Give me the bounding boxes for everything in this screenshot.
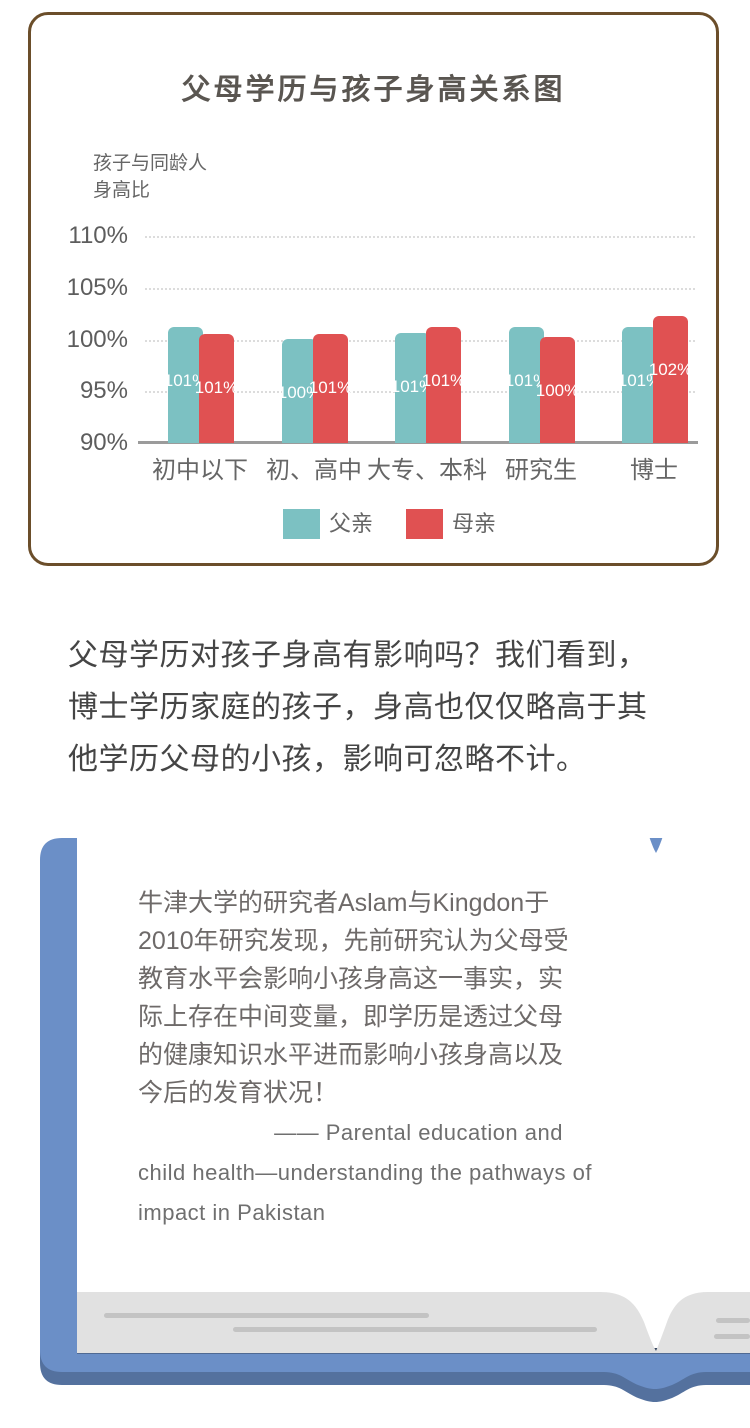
bar-mother-4: 102% xyxy=(649,316,692,443)
page-text-line xyxy=(233,1327,597,1332)
quote-line-6: 今后的发育状况！ xyxy=(138,1079,339,1107)
open-book-illustration xyxy=(40,793,750,1402)
bar-mother-2: 101% xyxy=(422,327,465,443)
legend-label-mother: 母亲 xyxy=(452,511,497,536)
summary-line-3: 他学历父母的小孩，影响可忽略不计。 xyxy=(68,743,587,776)
gridline-110 xyxy=(145,236,695,238)
page-text-line xyxy=(714,1334,750,1339)
quote-line-3: 教育水平会影响小孩身高这一事实，实 xyxy=(138,965,564,993)
bar-value-label: 101% xyxy=(390,377,435,396)
bar-value-label: 100% xyxy=(535,381,580,400)
x-category-label-2: 大专、本科 xyxy=(367,457,487,484)
bar-father-3: 101% xyxy=(505,327,548,443)
quote-line-5: 的健康知识水平进而影响小孩身高以及 xyxy=(138,1041,564,1069)
citation-line-3: impact in Pakistan xyxy=(138,1200,326,1225)
x-category-label-4: 博士 xyxy=(630,457,678,484)
x-category-label-3: 研究生 xyxy=(505,457,577,484)
legend-swatch-mother xyxy=(406,509,444,539)
y-tick-label: 110% xyxy=(68,222,128,249)
summary-line-1: 父母学历对孩子身高有影响吗？我们看到， xyxy=(68,639,648,672)
summary-paragraph: 父母学历对孩子身高有影响吗？我们看到， 博士学历家庭的孩子，身高也仅仅略高于其 … xyxy=(68,630,708,786)
bar-value-label: 102% xyxy=(648,360,693,379)
bar-value-label: 101% xyxy=(617,371,662,390)
y-axis-unit-line-1: 孩子与同龄人 xyxy=(93,153,208,174)
legend-label-father: 父亲 xyxy=(329,511,374,536)
book-quote: 牛津大学的研究者Aslam与Kingdon于 2010年研究发现，先前研究认为父… xyxy=(138,884,618,1112)
page-text-line xyxy=(104,1313,429,1318)
citation-line-2: child health—understanding the pathways … xyxy=(138,1160,592,1185)
y-tick-label: 100% xyxy=(66,325,128,353)
summary-line-2: 博士学历家庭的孩子，身高也仅仅略高于其 xyxy=(68,691,648,724)
x-category-label-1: 初、高中 xyxy=(266,457,362,484)
y-axis-unit-label: 孩子与同龄人 身高比 xyxy=(93,150,207,204)
quote-line-4: 际上存在中间变量，即学历是透过父母 xyxy=(138,1003,564,1031)
bar-chart: 110% 105% 100% 95% 90% 101% 101% 初中以下 100% 101% 初、… xyxy=(0,0,750,600)
page-text-line xyxy=(716,1318,750,1323)
y-axis-unit-line-2: 身高比 xyxy=(93,180,151,201)
bar-value-label: 101% xyxy=(421,371,466,390)
bar-value-label: 101% xyxy=(504,371,549,390)
bar-mother-0: 101% xyxy=(195,334,238,443)
chart-legend: 父亲 母亲 xyxy=(283,509,496,539)
bar-mother-1: 101% xyxy=(309,334,352,443)
bar-father-2: 101% xyxy=(391,333,434,443)
citation-line-1: —— Parental education and xyxy=(274,1120,563,1145)
quote-line-1: 牛津大学的研究者Aslam与Kingdon于 xyxy=(138,889,550,917)
y-tick-label: 105% xyxy=(66,273,128,301)
bar-mother-3: 100% xyxy=(536,337,579,443)
gridline-105 xyxy=(145,287,695,290)
bar-value-label: 101% xyxy=(194,378,239,397)
bar-father-4: 101% xyxy=(618,327,661,443)
book-page xyxy=(77,793,750,1353)
bar-father-0: 101% xyxy=(164,327,207,443)
bar-value-label: 101% xyxy=(163,371,208,390)
y-tick-label: 95% xyxy=(79,377,128,405)
quote-line-2: 2010年研究发现，先前研究认为父母受 xyxy=(138,927,569,955)
book-citation: —— Parental education and child health—u… xyxy=(138,1113,592,1233)
chart-title: 父母学历与孩子身高关系图 xyxy=(181,74,566,106)
page-band-left xyxy=(77,1292,656,1353)
bar-value-label: 101% xyxy=(308,378,353,397)
legend-swatch-father xyxy=(283,509,320,539)
x-category-label-0: 初中以下 xyxy=(152,457,248,484)
bar-father-1: 100% xyxy=(278,339,321,443)
bar-value-label: 100% xyxy=(277,383,322,402)
y-tick-label: 90% xyxy=(79,429,128,456)
